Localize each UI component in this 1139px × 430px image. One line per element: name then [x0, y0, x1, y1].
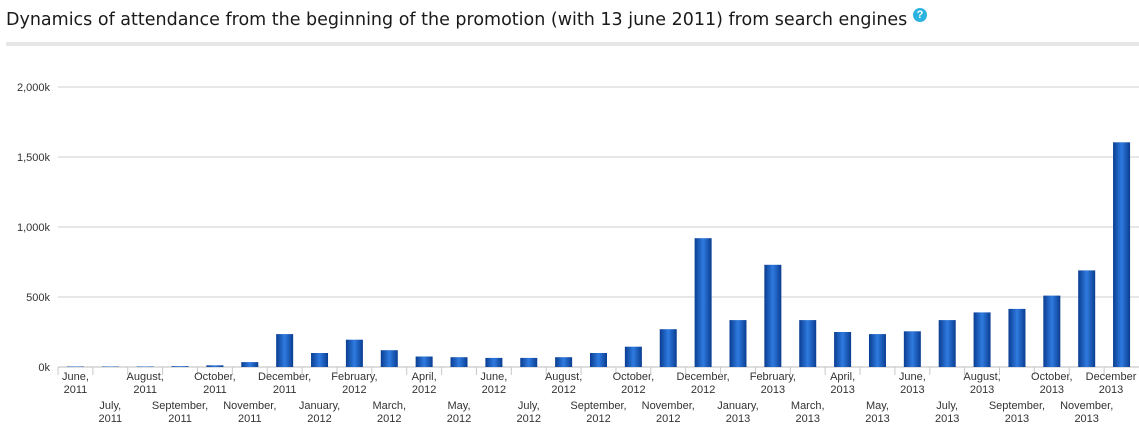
x-tick-label: January, 2012	[299, 400, 340, 425]
bar[interactable]	[171, 366, 189, 367]
bar-series	[66, 142, 1131, 368]
x-tick-label: February, 2012	[331, 371, 377, 396]
x-tick-label: August, 2011	[127, 371, 164, 396]
title-row: Dynamics of attendance from the beginnin…	[6, 6, 1139, 40]
bar[interactable]	[834, 332, 852, 367]
x-tick-label: October, 2011	[194, 371, 236, 396]
x-tick-label: June, 2012	[480, 371, 507, 396]
bar[interactable]	[729, 320, 747, 367]
bar[interactable]	[206, 365, 224, 367]
bar[interactable]	[799, 320, 817, 367]
y-tick-label: 2,000k	[17, 82, 51, 94]
x-tick-label: September, 2013	[989, 400, 1045, 425]
bar[interactable]	[311, 353, 329, 367]
x-tick-label: June, 2013	[899, 371, 926, 396]
bar[interactable]	[136, 366, 154, 368]
x-tick-label: July, 2013	[935, 400, 959, 425]
x-tick-label: June, 2011	[62, 371, 89, 396]
bar[interactable]	[973, 312, 991, 367]
bar[interactable]	[903, 331, 921, 367]
x-tick-label: April, 2012	[412, 371, 437, 396]
bar[interactable]	[555, 357, 573, 367]
x-tick-label: October, 2013	[1031, 371, 1073, 396]
bar[interactable]	[276, 334, 294, 367]
x-tick-label: May, 2012	[447, 400, 471, 425]
x-tick-label: November, 2011	[223, 400, 276, 425]
x-tick-label: October, 2012	[613, 371, 655, 396]
x-tick-label: December, 2011	[258, 371, 311, 396]
x-tick-label: August, 2013	[963, 371, 1000, 396]
x-tick-label: September, 2011	[152, 400, 208, 425]
bar[interactable]	[380, 350, 398, 367]
question-circle-icon[interactable]: ?	[913, 8, 927, 22]
x-tick-label: January, 2013	[717, 400, 758, 425]
x-tick-label: April, 2013	[830, 371, 855, 396]
x-tick-label: February, 2013	[750, 371, 796, 396]
x-tick-label: November, 2012	[642, 400, 695, 425]
y-tick-label: 1,500k	[17, 152, 51, 164]
x-tick-label: September, 2012	[570, 400, 626, 425]
bar[interactable]	[101, 366, 119, 368]
bar[interactable]	[485, 357, 503, 367]
x-tick-label: March, 2012	[372, 400, 406, 425]
bar[interactable]	[694, 238, 712, 367]
x-tick-label: May, 2013	[865, 400, 889, 425]
bar[interactable]	[659, 329, 677, 367]
bar[interactable]	[450, 357, 468, 367]
y-tick-label: 0k	[38, 362, 50, 374]
bar[interactable]	[1043, 295, 1061, 367]
x-tick-label: July, 2012	[517, 400, 541, 425]
y-tick-label: 500k	[26, 292, 50, 304]
bar[interactable]	[520, 357, 538, 367]
bar[interactable]	[624, 346, 642, 367]
x-tick-label: December, 2012	[677, 371, 730, 396]
bar[interactable]	[764, 264, 782, 367]
x-tick-label: July, 2011	[98, 400, 122, 425]
x-tick-label: August, 2012	[545, 371, 582, 396]
bar[interactable]	[415, 356, 433, 368]
bar[interactable]	[938, 320, 956, 367]
y-tick-label: 1,000k	[17, 222, 51, 234]
bar[interactable]	[590, 353, 607, 367]
bar[interactable]	[1078, 270, 1096, 367]
y-axis: 0k 500k 1,000k 1,500k 2,000k	[17, 82, 51, 374]
title-divider	[6, 42, 1139, 46]
bar[interactable]	[1113, 142, 1131, 367]
bar[interactable]	[1008, 308, 1026, 367]
bar[interactable]	[868, 334, 886, 367]
bar[interactable]	[66, 366, 84, 368]
chart-title: Dynamics of attendance from the beginnin…	[6, 10, 908, 30]
bar[interactable]	[345, 339, 363, 367]
x-tick-label: March, 2013	[791, 400, 825, 425]
x-tick-label: December 2013	[1086, 371, 1137, 396]
x-tick-label: November, 2013	[1060, 400, 1113, 425]
bar[interactable]	[241, 362, 259, 367]
